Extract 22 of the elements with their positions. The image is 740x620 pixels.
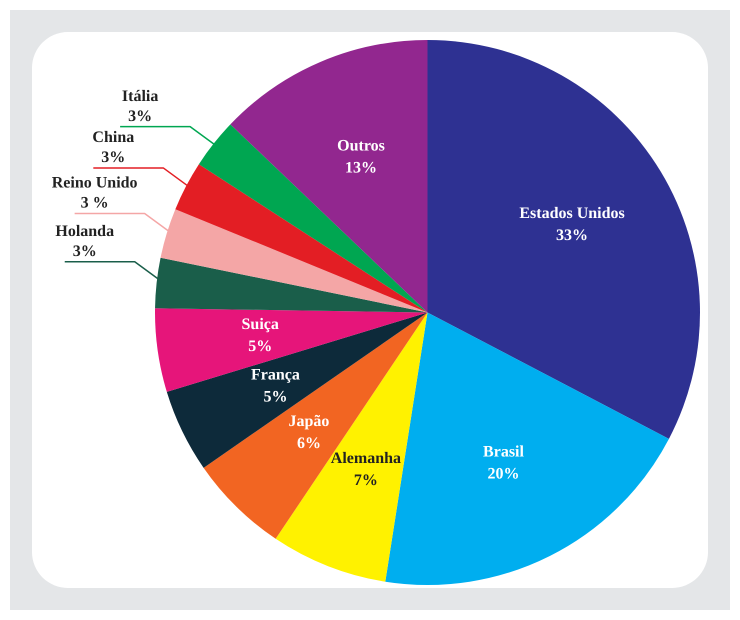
slice-label: Estados Unidos — [519, 205, 625, 222]
data-label: 3% — [128, 108, 152, 125]
data-label: 33% — [556, 227, 588, 244]
data-label: 3% — [101, 149, 126, 166]
slice-label: Reino Unido — [52, 174, 138, 192]
slice-label: França — [251, 366, 300, 384]
data-label: 13% — [345, 159, 378, 176]
data-label: 20% — [488, 466, 520, 483]
data-label: 3% — [72, 242, 97, 260]
slice-label: China — [92, 129, 134, 146]
slice-label: Itália — [122, 88, 158, 105]
data-label: 5% — [248, 338, 272, 356]
slice-label: Suiça — [242, 316, 279, 334]
slice-label: Japão — [288, 413, 330, 430]
slice-label: Brasil — [483, 444, 524, 461]
data-label: 7% — [354, 472, 378, 489]
data-label: 3 % — [80, 194, 109, 212]
slice-label: Alemanha — [330, 450, 402, 467]
slice-label: Outros — [337, 137, 385, 154]
data-label: 5% — [263, 388, 288, 406]
data-label: 6% — [296, 435, 321, 452]
slice-label: Holanda — [55, 222, 114, 240]
